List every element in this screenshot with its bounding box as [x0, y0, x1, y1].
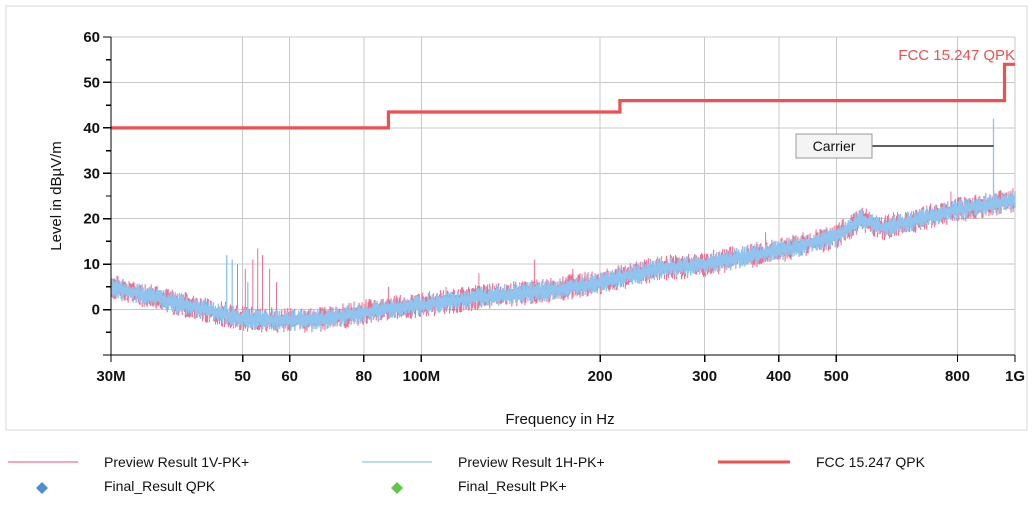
- legend-label: Final_Result PK+: [458, 478, 567, 494]
- carrier-callout-box: [795, 133, 873, 159]
- legend-label: Preview Result 1H-PK+: [458, 454, 605, 470]
- x-tick-label: 1G: [1005, 368, 1025, 385]
- limit-line-label: FCC 15.247 QPK: [898, 47, 1015, 64]
- legend: Preview Result 1V-PK+ Preview Result 1H-P…: [8, 454, 926, 494]
- x-tick-label: 200: [588, 368, 613, 385]
- x-tick-label: 500: [824, 368, 849, 385]
- y-axis-label: Level in dBµV/m: [48, 141, 65, 251]
- x-tick-label: 300: [692, 368, 717, 385]
- series-layer: [110, 62, 1016, 333]
- y-tick-label: 50: [83, 74, 100, 91]
- legend-label: Preview Result 1V-PK+: [104, 454, 249, 470]
- ticks: [103, 36, 1016, 362]
- series-fcc-limit-line: [111, 62, 1015, 130]
- y-tick-label: 40: [83, 120, 100, 137]
- legend-label: Final_Result QPK: [104, 478, 216, 494]
- legend-diamond-marker: [36, 482, 48, 494]
- x-tick-label: 50: [234, 368, 251, 385]
- x-tick-label: 800: [945, 368, 970, 385]
- x-axis-label: Frequency in Hz: [505, 411, 614, 428]
- y-tick-label: 60: [83, 29, 100, 46]
- series-1h-pk: [110, 118, 1016, 332]
- x-tick-label: 80: [356, 368, 373, 385]
- labels: 0 10 20 30 40 50 60 30M 50 60 80 100M 200 300 400 500 80…: [83, 29, 1025, 385]
- y-tick-label: 20: [83, 211, 100, 228]
- legend-diamond-marker: [391, 482, 403, 494]
- carrier-callout-text: Carrier: [813, 138, 856, 154]
- y-tick-label: 0: [92, 302, 100, 319]
- x-tick-label: 60: [281, 368, 298, 385]
- x-tick-label: 400: [766, 368, 791, 385]
- x-tick-label: 30M: [96, 368, 125, 385]
- y-tick-label: 10: [83, 256, 100, 273]
- legend-label: FCC 15.247 QPK: [816, 454, 926, 470]
- y-tick-label: 30: [83, 165, 100, 182]
- carrier-annotation: Carrier: [795, 133, 994, 159]
- x-tick-label: 100M: [403, 368, 441, 385]
